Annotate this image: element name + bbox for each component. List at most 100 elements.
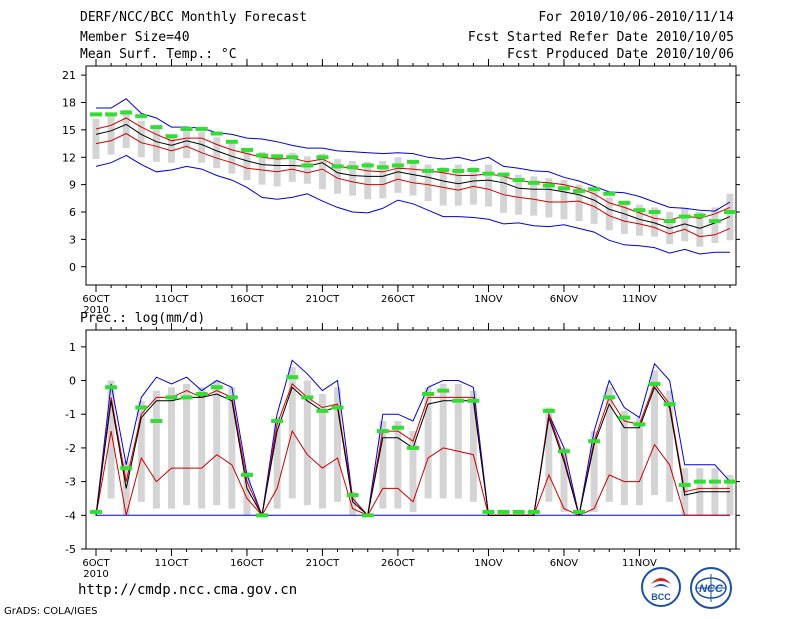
green-marker — [603, 395, 616, 400]
spread-bar — [635, 204, 643, 236]
green-marker — [195, 126, 208, 131]
green-marker — [708, 219, 721, 224]
spread-bar — [605, 197, 613, 231]
y-tick-label: 3 — [69, 233, 76, 246]
grads-credit: GrADS: COLA/IGES — [4, 606, 98, 617]
green-marker — [346, 493, 359, 498]
spread-bar — [243, 148, 251, 181]
green-marker — [573, 189, 586, 194]
green-marker — [512, 178, 525, 183]
green-marker — [225, 395, 238, 400]
spread-bar — [620, 201, 628, 234]
green-marker — [422, 168, 435, 173]
url-footer[interactable]: http://cmdp.ncc.cma.gov.cn — [78, 582, 298, 598]
green-marker — [225, 139, 238, 144]
green-marker — [407, 445, 419, 450]
spread-bar — [560, 180, 568, 220]
spread-bar — [696, 212, 704, 247]
spread-bar — [530, 176, 538, 216]
spread-bar — [500, 515, 508, 517]
spread-bar — [515, 515, 523, 517]
spread-bar — [379, 160, 387, 199]
green-marker — [316, 155, 329, 160]
spread-bar — [379, 420, 387, 509]
y-tick-label: 18 — [62, 97, 76, 110]
plot-frame — [85, 65, 737, 286]
spread-bar — [318, 394, 326, 509]
green-marker — [542, 183, 555, 188]
green-marker — [361, 163, 374, 168]
green-marker — [271, 418, 284, 423]
spread-bar — [394, 420, 402, 509]
series-line-q75 — [95, 117, 731, 221]
green-marker — [467, 398, 480, 403]
green-marker — [331, 164, 344, 169]
green-marker — [542, 408, 555, 413]
spread-bar — [394, 157, 402, 193]
ncc-logo: NCC — [690, 567, 732, 609]
spread-bar — [681, 208, 689, 242]
spread-bar — [167, 134, 175, 163]
green-marker — [135, 114, 148, 119]
green-marker — [316, 408, 329, 413]
green-marker — [210, 385, 223, 390]
spread-bar — [575, 184, 583, 222]
x-tick-label: 6NOV — [550, 294, 579, 305]
spread-bar — [92, 118, 100, 160]
green-marker — [693, 213, 706, 218]
header-title: DERF/NCC/BCC Monthly Forecast — [80, 10, 307, 25]
plot-frame — [85, 329, 737, 550]
spread-bar — [288, 152, 296, 182]
spread-bar — [590, 431, 598, 512]
spread-bar — [651, 370, 659, 496]
y-tick-label: 1 — [69, 341, 76, 354]
spread-bar — [303, 156, 311, 184]
x-tick-label: 11NOV — [622, 294, 657, 305]
green-marker — [422, 392, 435, 397]
green-marker — [240, 472, 253, 477]
green-marker — [256, 153, 269, 158]
spread-bar — [469, 390, 477, 502]
x-tick-label: 21OCT — [306, 294, 341, 305]
y-tick-label: 15 — [62, 124, 76, 137]
green-marker — [120, 110, 133, 115]
green-marker — [557, 186, 570, 191]
green-marker — [663, 402, 676, 407]
series-line-mean — [95, 123, 731, 229]
y-tick-label: 0 — [69, 261, 76, 274]
green-marker — [724, 210, 736, 214]
green-marker — [301, 163, 314, 168]
spread-bar — [439, 383, 447, 499]
green-marker — [678, 482, 691, 487]
green-marker — [331, 405, 344, 410]
series-line-max — [95, 359, 731, 517]
spread-bar — [198, 131, 206, 163]
green-marker — [105, 385, 118, 390]
ncc-logo-text: NCC — [699, 583, 724, 595]
spread-bar — [560, 447, 568, 512]
y-tick-label: 6 — [69, 206, 76, 219]
green-marker — [256, 513, 269, 518]
green-marker — [663, 219, 676, 224]
spread-bar — [409, 159, 417, 196]
green-marker — [618, 200, 631, 205]
bcc-logo-text: BCC — [651, 592, 671, 602]
header-forecast-period: For 2010/10/06-2010/11/14 — [538, 10, 734, 25]
spread-bar — [183, 383, 191, 506]
x-tick-label: 1NOV — [474, 558, 503, 569]
green-marker — [301, 395, 314, 400]
x-tick-label: 21OCT — [306, 558, 341, 569]
series-line-q25 — [95, 132, 731, 238]
spread-bar — [273, 417, 281, 509]
spread-bar — [484, 164, 492, 207]
green-marker — [724, 479, 736, 484]
spread-bar — [167, 387, 175, 509]
spread-bar — [228, 143, 236, 174]
green-marker — [90, 509, 102, 514]
green-marker — [286, 155, 299, 160]
spread-bar — [213, 380, 221, 506]
spread-bar — [711, 207, 719, 244]
green-marker — [497, 509, 510, 514]
y-tick-label: -3 — [65, 476, 76, 489]
